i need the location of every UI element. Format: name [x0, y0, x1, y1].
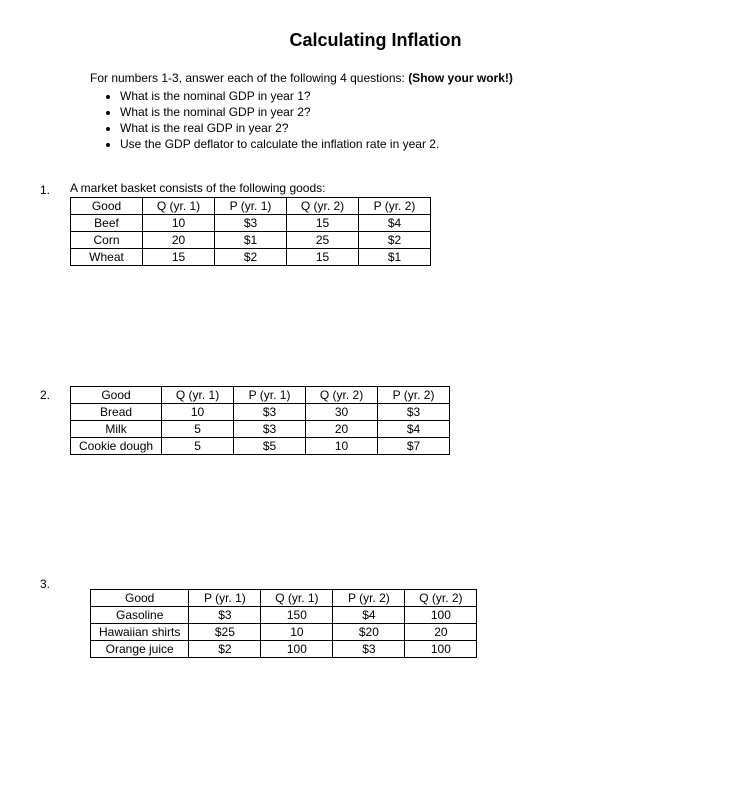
table-cell: Corn — [71, 232, 143, 249]
intro-question-list: What is the nominal GDP in year 1? What … — [90, 89, 711, 151]
intro-question: What is the real GDP in year 2? — [120, 121, 711, 135]
intro-block: For numbers 1-3, answer each of the foll… — [90, 71, 711, 151]
table-header: Q (yr. 2) — [306, 387, 378, 404]
table-header: Good — [71, 387, 162, 404]
table-header: Q (yr. 1) — [261, 590, 333, 607]
problem-2: 2. Good Q (yr. 1) P (yr. 1) Q (yr. 2) P … — [40, 386, 711, 455]
table-row: Wheat 15 $2 15 $1 — [71, 249, 431, 266]
table-header-row: Good Q (yr. 1) P (yr. 1) Q (yr. 2) P (yr… — [71, 198, 431, 215]
table-cell: 15 — [287, 215, 359, 232]
table-cell: Wheat — [71, 249, 143, 266]
table-cell: Milk — [71, 421, 162, 438]
table-row: Milk 5 $3 20 $4 — [71, 421, 450, 438]
table-row: Gasoline $3 150 $4 100 — [91, 607, 477, 624]
problem-number: 3. — [40, 575, 70, 591]
table-cell: Hawaiian shirts — [91, 624, 189, 641]
table-header: P (yr. 2) — [359, 198, 431, 215]
table-row: Beef 10 $3 15 $4 — [71, 215, 431, 232]
data-table: Good Q (yr. 1) P (yr. 1) Q (yr. 2) P (yr… — [70, 197, 431, 266]
table-header: P (yr. 2) — [378, 387, 450, 404]
table-cell: 15 — [287, 249, 359, 266]
table-cell: Orange juice — [91, 641, 189, 658]
table-cell: Bread — [71, 404, 162, 421]
data-table: Good P (yr. 1) Q (yr. 1) P (yr. 2) Q (yr… — [90, 589, 477, 658]
table-cell: 10 — [261, 624, 333, 641]
table-header: P (yr. 2) — [333, 590, 405, 607]
intro-lead-text: For numbers 1-3, answer each of the foll… — [90, 71, 405, 85]
table-header: P (yr. 1) — [215, 198, 287, 215]
table-cell: $4 — [333, 607, 405, 624]
table-cell: $2 — [189, 641, 261, 658]
intro-lead-bold: (Show your work!) — [408, 71, 513, 85]
table-header: Q (yr. 1) — [162, 387, 234, 404]
table-row: Bread 10 $3 30 $3 — [71, 404, 450, 421]
intro-lead: For numbers 1-3, answer each of the foll… — [90, 71, 711, 85]
table-cell: $3 — [234, 404, 306, 421]
table-header-row: Good Q (yr. 1) P (yr. 1) Q (yr. 2) P (yr… — [71, 387, 450, 404]
table-cell: $4 — [378, 421, 450, 438]
table-row: Hawaiian shirts $25 10 $20 20 — [91, 624, 477, 641]
table-row: Cookie dough 5 $5 10 $7 — [71, 438, 450, 455]
table-cell: $3 — [234, 421, 306, 438]
table-header: P (yr. 1) — [234, 387, 306, 404]
table-row: Corn 20 $1 25 $2 — [71, 232, 431, 249]
table-cell: Gasoline — [91, 607, 189, 624]
problem-label: A market basket consists of the followin… — [70, 181, 711, 195]
table-cell: 5 — [162, 438, 234, 455]
intro-question: Use the GDP deflator to calculate the in… — [120, 137, 711, 151]
table-cell: 10 — [143, 215, 215, 232]
data-table: Good Q (yr. 1) P (yr. 1) Q (yr. 2) P (yr… — [70, 386, 450, 455]
table-cell: $3 — [215, 215, 287, 232]
table-header-row: Good P (yr. 1) Q (yr. 1) P (yr. 2) Q (yr… — [91, 590, 477, 607]
table-cell: 150 — [261, 607, 333, 624]
table-cell: Cookie dough — [71, 438, 162, 455]
table-cell: $7 — [378, 438, 450, 455]
table-cell: 20 — [405, 624, 477, 641]
table-header: Good — [71, 198, 143, 215]
table-cell: $3 — [378, 404, 450, 421]
table-cell: 100 — [405, 641, 477, 658]
table-cell: 5 — [162, 421, 234, 438]
table-cell: $1 — [359, 249, 431, 266]
table-header: P (yr. 1) — [189, 590, 261, 607]
table-header: Q (yr. 2) — [287, 198, 359, 215]
problem-3: 3. Good P (yr. 1) Q (yr. 1) P (yr. 2) Q … — [40, 575, 711, 658]
table-cell: $5 — [234, 438, 306, 455]
table-header: Good — [91, 590, 189, 607]
page-title: Calculating Inflation — [40, 30, 711, 51]
intro-question: What is the nominal GDP in year 2? — [120, 105, 711, 119]
table-header: Q (yr. 1) — [143, 198, 215, 215]
problem-number: 1. — [40, 181, 70, 197]
table-cell: $20 — [333, 624, 405, 641]
table-cell: 20 — [306, 421, 378, 438]
table-cell: 100 — [261, 641, 333, 658]
table-cell: $25 — [189, 624, 261, 641]
table-cell: 10 — [306, 438, 378, 455]
table-cell: $1 — [215, 232, 287, 249]
intro-question: What is the nominal GDP in year 1? — [120, 89, 711, 103]
table-cell: $3 — [333, 641, 405, 658]
problem-1: 1. A market basket consists of the follo… — [40, 181, 711, 266]
table-cell: 10 — [162, 404, 234, 421]
table-cell: $2 — [215, 249, 287, 266]
table-cell: $2 — [359, 232, 431, 249]
table-cell: 20 — [143, 232, 215, 249]
table-cell: 100 — [405, 607, 477, 624]
table-cell: 30 — [306, 404, 378, 421]
table-cell: 15 — [143, 249, 215, 266]
table-cell: Beef — [71, 215, 143, 232]
table-cell: $4 — [359, 215, 431, 232]
table-row: Orange juice $2 100 $3 100 — [91, 641, 477, 658]
problem-number: 2. — [40, 386, 70, 402]
table-cell: 25 — [287, 232, 359, 249]
table-header: Q (yr. 2) — [405, 590, 477, 607]
table-cell: $3 — [189, 607, 261, 624]
